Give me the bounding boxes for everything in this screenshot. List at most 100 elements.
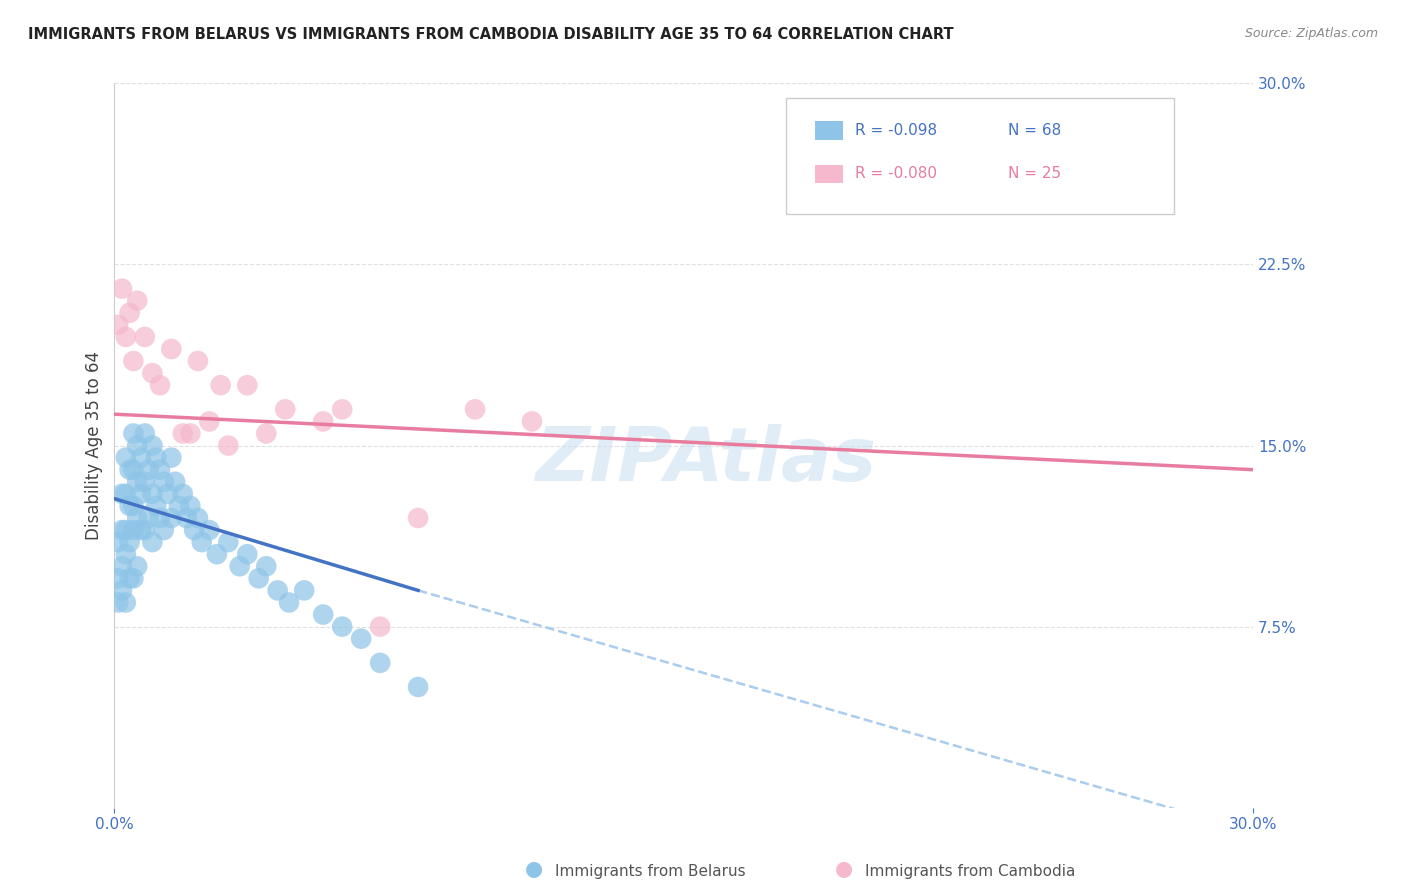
Point [141, 487, 163, 501]
Point [330, 402, 353, 417]
Point [406, 511, 429, 525]
Point [118, 499, 141, 513]
Point [152, 475, 174, 489]
Point [114, 595, 136, 609]
Point [217, 535, 239, 549]
Point [160, 450, 183, 465]
Point [350, 632, 373, 646]
Point [141, 366, 163, 380]
Point [183, 523, 205, 537]
Point [138, 463, 160, 477]
Point [122, 354, 145, 368]
Point [228, 559, 250, 574]
Point [134, 523, 156, 537]
Point [179, 499, 201, 513]
Point [127, 293, 149, 308]
Text: Immigrants from Cambodia: Immigrants from Cambodia [865, 863, 1076, 879]
Point [209, 378, 232, 392]
Point [145, 450, 167, 465]
Text: ●: ● [835, 859, 852, 879]
Point [217, 439, 239, 453]
Point [114, 487, 136, 501]
Point [114, 330, 136, 344]
Point [107, 318, 129, 332]
Point [111, 523, 134, 537]
Point [160, 342, 183, 356]
Point [176, 511, 198, 525]
Point [167, 499, 190, 513]
Point [134, 426, 156, 441]
Point [198, 414, 221, 428]
Point [141, 439, 163, 453]
Point [127, 475, 149, 489]
Text: ●: ● [526, 859, 543, 879]
Text: R = -0.098: R = -0.098 [855, 123, 936, 138]
Point [330, 619, 353, 633]
Point [122, 523, 145, 537]
Text: Source: ZipAtlas.com: Source: ZipAtlas.com [1244, 27, 1378, 40]
Text: N = 25: N = 25 [1008, 167, 1062, 181]
Point [165, 475, 187, 489]
Point [141, 535, 163, 549]
Point [122, 463, 145, 477]
Point [205, 547, 228, 561]
Point [179, 426, 201, 441]
Point [312, 414, 335, 428]
Point [368, 656, 391, 670]
Point [149, 378, 172, 392]
Bar [815, 121, 844, 139]
Point [122, 426, 145, 441]
Point [266, 583, 288, 598]
Text: Immigrants from Belarus: Immigrants from Belarus [555, 863, 747, 879]
Point [406, 680, 429, 694]
Point [520, 414, 543, 428]
Point [134, 475, 156, 489]
Point [464, 402, 486, 417]
Point [114, 523, 136, 537]
Point [118, 306, 141, 320]
Point [312, 607, 335, 622]
Point [236, 547, 259, 561]
Point [107, 571, 129, 585]
Point [118, 535, 141, 549]
Point [134, 330, 156, 344]
Point [129, 523, 152, 537]
Text: ZIPAtlas: ZIPAtlas [536, 424, 877, 497]
Point [187, 511, 209, 525]
Point [292, 583, 315, 598]
Point [145, 499, 167, 513]
Point [111, 559, 134, 574]
Point [254, 559, 277, 574]
Point [172, 426, 194, 441]
Point [187, 354, 209, 368]
Point [138, 511, 160, 525]
Bar [815, 165, 844, 183]
Point [127, 439, 149, 453]
Point [122, 499, 145, 513]
Point [107, 595, 129, 609]
Point [278, 595, 301, 609]
Point [172, 487, 194, 501]
Point [198, 523, 221, 537]
Text: R = -0.080: R = -0.080 [855, 167, 936, 181]
Point [156, 487, 179, 501]
Point [160, 511, 183, 525]
Point [149, 511, 172, 525]
FancyBboxPatch shape [786, 98, 1174, 214]
Point [152, 523, 174, 537]
Point [247, 571, 270, 585]
Point [122, 571, 145, 585]
Point [236, 378, 259, 392]
Point [111, 583, 134, 598]
Point [274, 402, 297, 417]
Point [114, 547, 136, 561]
Y-axis label: Disability Age 35 to 64: Disability Age 35 to 64 [86, 351, 103, 540]
Point [118, 571, 141, 585]
Point [107, 535, 129, 549]
Point [114, 450, 136, 465]
Point [149, 463, 172, 477]
Point [127, 559, 149, 574]
Point [118, 463, 141, 477]
Point [129, 487, 152, 501]
Point [254, 426, 277, 441]
